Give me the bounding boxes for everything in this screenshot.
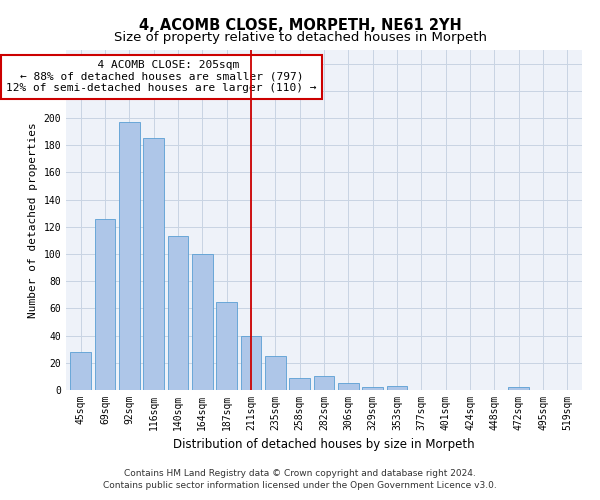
- Bar: [265, 356, 286, 390]
- Text: Contains HM Land Registry data © Crown copyright and database right 2024.
Contai: Contains HM Land Registry data © Crown c…: [103, 468, 497, 490]
- Text: 4 ACOMB CLOSE: 205sqm
← 88% of detached houses are smaller (797)
12% of semi-det: 4 ACOMB CLOSE: 205sqm ← 88% of detached …: [6, 60, 317, 94]
- Text: 4, ACOMB CLOSE, MORPETH, NE61 2YH: 4, ACOMB CLOSE, MORPETH, NE61 2YH: [139, 18, 461, 32]
- Bar: [338, 383, 359, 390]
- Bar: [216, 302, 237, 390]
- Text: Size of property relative to detached houses in Morpeth: Size of property relative to detached ho…: [113, 31, 487, 44]
- Bar: [119, 122, 140, 390]
- Bar: [95, 218, 115, 390]
- Bar: [167, 236, 188, 390]
- Bar: [70, 352, 91, 390]
- X-axis label: Distribution of detached houses by size in Morpeth: Distribution of detached houses by size …: [173, 438, 475, 452]
- Bar: [192, 254, 212, 390]
- Bar: [314, 376, 334, 390]
- Bar: [362, 388, 383, 390]
- Y-axis label: Number of detached properties: Number of detached properties: [28, 122, 38, 318]
- Bar: [386, 386, 407, 390]
- Bar: [289, 378, 310, 390]
- Bar: [508, 388, 529, 390]
- Bar: [143, 138, 164, 390]
- Bar: [241, 336, 262, 390]
